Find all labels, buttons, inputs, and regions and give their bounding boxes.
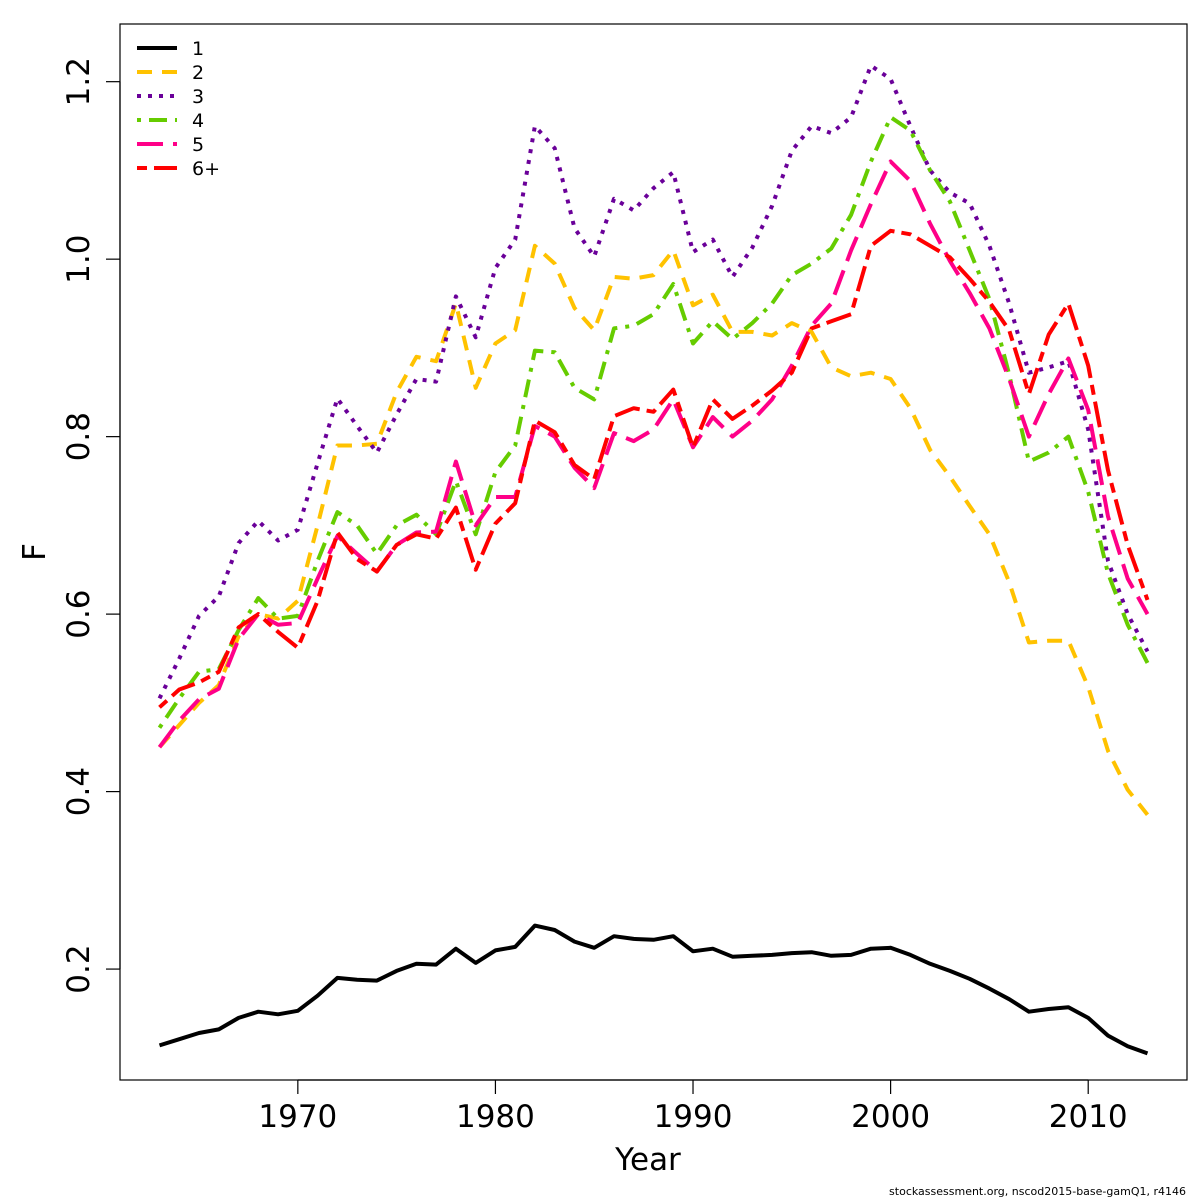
legend-label: 1 — [192, 38, 204, 60]
legend-label: 4 — [192, 110, 204, 132]
series-line-2 — [158, 243, 1150, 816]
y-axis: 0.2 0.4 0.6 0.8 1.0 1.2 — [61, 57, 121, 994]
x-axis: 1970 1980 1990 2000 2010 — [258, 1079, 1128, 1135]
x-tick-label: 2010 — [1049, 1099, 1128, 1135]
x-tick-label: 1990 — [654, 1099, 733, 1135]
y-tick-label: 1.0 — [61, 235, 97, 284]
y-tick-label: 0.6 — [61, 589, 97, 638]
series-line-4 — [157, 115, 1150, 729]
y-tick-label: 0.8 — [61, 412, 97, 461]
legend-label: 2 — [192, 62, 204, 84]
x-axis-title: Year — [614, 1142, 681, 1178]
x-tick-label: 1980 — [456, 1099, 535, 1135]
y-axis-title: F — [17, 543, 53, 561]
footer-caption: stockassessment.org, nscod2015-base-gamQ… — [889, 1185, 1186, 1198]
y-tick-label: 0.4 — [61, 767, 97, 816]
legend-label: 3 — [192, 86, 204, 108]
x-tick-label: 1970 — [258, 1099, 337, 1135]
series-line-5 — [157, 159, 1150, 749]
x-tick-label: 2000 — [851, 1099, 930, 1135]
y-tick-label: 0.2 — [61, 944, 97, 993]
series-line-1 — [158, 923, 1149, 1056]
series-line-3 — [157, 63, 1150, 700]
y-tick-label: 1.2 — [61, 57, 97, 106]
series-line-6 — [158, 228, 1150, 709]
plot-frame — [119, 23, 1188, 1081]
legend-label: 6+ — [192, 158, 220, 180]
series-lines — [157, 63, 1150, 1056]
legend-label: 5 — [192, 134, 204, 156]
